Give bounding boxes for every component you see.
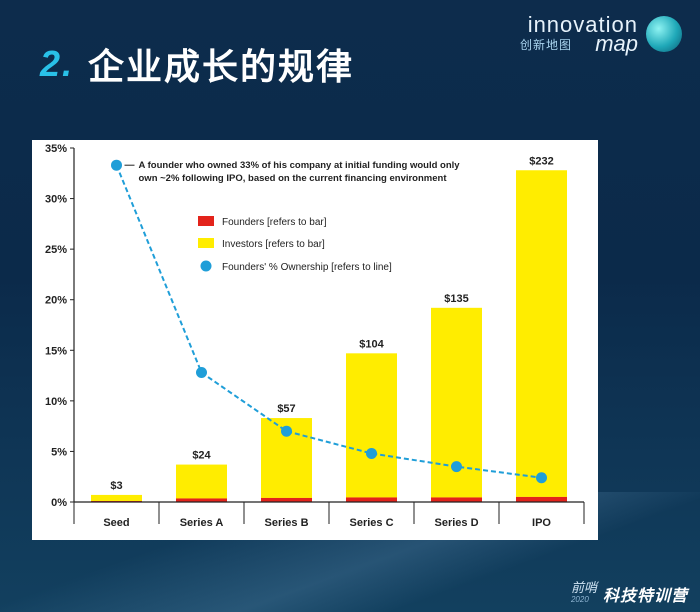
y-tick-label: 35% xyxy=(45,143,67,155)
bar-value-label: $24 xyxy=(192,450,211,462)
y-tick-label: 5% xyxy=(51,446,67,458)
founders-bar xyxy=(516,496,567,502)
bar-value-label: $135 xyxy=(444,293,468,305)
annotation-line2: own ~2% following IPO, based on the curr… xyxy=(139,173,448,184)
y-tick-label: 10% xyxy=(45,396,67,408)
logo-line1: innovation xyxy=(527,12,638,37)
footer-brand: 前哨 2020 科技特训营 xyxy=(570,580,688,606)
ownership-point xyxy=(281,425,292,437)
legend-label-founders: Founders [refers to bar] xyxy=(222,217,327,228)
ownership-point xyxy=(196,367,207,379)
bar-value-label: $57 xyxy=(277,403,295,415)
ownership-point xyxy=(536,472,547,484)
x-tick-label: Series B xyxy=(264,517,308,529)
founders-bar xyxy=(261,497,312,502)
ownership-point xyxy=(451,461,462,473)
x-tick-label: Seed xyxy=(103,517,129,529)
footer-prefix-text: 前哨 xyxy=(570,580,597,595)
investors-bar xyxy=(91,494,142,501)
annotation-line1: A founder who owned 33% of his company a… xyxy=(139,160,461,171)
x-tick-label: Series C xyxy=(349,517,393,529)
slide-title-text: 企业成长的规律 xyxy=(88,46,355,87)
x-tick-label: IPO xyxy=(532,517,551,529)
footer-name: 科技特训营 xyxy=(602,588,688,605)
founders-bar xyxy=(431,497,482,502)
logo-map: map xyxy=(595,31,638,56)
globe-icon xyxy=(646,16,682,52)
bar-value-label: $104 xyxy=(359,338,384,350)
innovation-map-logo: innovation 创新地图 map xyxy=(502,12,682,56)
x-tick-label: Series D xyxy=(434,517,478,529)
legend-swatch-founders xyxy=(198,216,214,226)
x-tick-label: Series A xyxy=(180,517,224,529)
y-tick-label: 15% xyxy=(45,345,67,357)
y-tick-label: 20% xyxy=(45,295,67,307)
slide-number: 2. xyxy=(40,43,75,84)
bar-value-label: $232 xyxy=(529,155,553,167)
legend-label-investors: Investors [refers to bar] xyxy=(222,239,325,250)
y-tick-label: 0% xyxy=(51,497,67,509)
funding-chart: 0% 5% 10% 15% 20% 25% 30% 35% $3 $24 $57 $104 $135 $2… xyxy=(45,143,585,529)
investors-bar xyxy=(176,464,227,499)
founders-bar xyxy=(176,498,227,502)
footer-prefix: 前哨 2020 xyxy=(570,580,597,606)
ownership-line xyxy=(115,164,542,479)
slide-title: 2. 企业成长的规律 xyxy=(40,36,354,92)
footer-year: 2020 xyxy=(570,595,589,604)
y-tick-label: 30% xyxy=(45,194,67,206)
y-tick-label: 25% xyxy=(45,244,67,256)
ownership-point xyxy=(111,159,122,171)
chart-panel: 0% 5% 10% 15% 20% 25% 30% 35% $3 $24 $57 $104 $135 $2… xyxy=(32,140,598,540)
ownership-point xyxy=(366,447,377,459)
founders-bar xyxy=(346,497,397,502)
logo-chinese: 创新地图 xyxy=(519,38,572,52)
legend-label-ownership: Founders' % Ownership [refers to line] xyxy=(222,262,392,273)
investors-bar xyxy=(516,170,567,497)
legend-swatch-investors xyxy=(198,238,214,248)
bar-value-label: $3 xyxy=(110,480,122,492)
legend-marker-ownership xyxy=(200,260,212,272)
investors-bar xyxy=(346,353,397,498)
